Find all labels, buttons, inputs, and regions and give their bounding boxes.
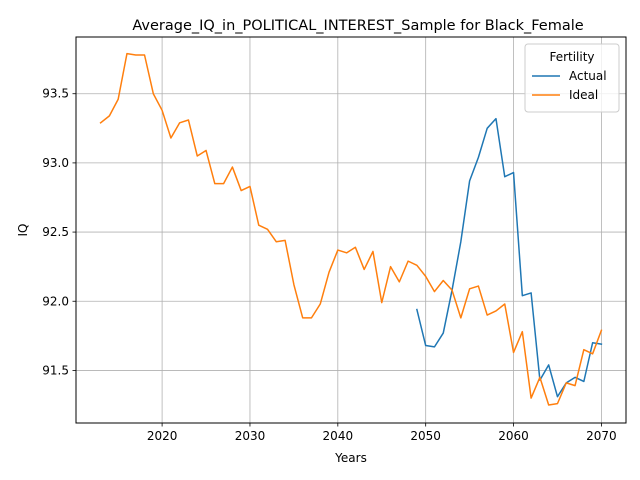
legend: Fertility Actual Ideal [524, 43, 620, 113]
x-tick-label: 2020 [147, 429, 178, 443]
plot-frame [75, 36, 627, 424]
legend-label-actual: Actual [569, 69, 607, 83]
legend-label-ideal: Ideal [569, 88, 598, 102]
legend-title: Fertility [549, 50, 594, 64]
x-tick-label: 2040 [323, 429, 354, 443]
y-tick-label: 91.5 [42, 363, 69, 377]
x-axis-label: Years [334, 451, 367, 465]
x-tick-label: 2050 [410, 429, 441, 443]
series-lines [99, 52, 603, 406]
y-tick-label: 92.5 [42, 225, 69, 239]
y-axis-label: IQ [16, 224, 30, 237]
x-tick-label: 2070 [586, 429, 617, 443]
chart-title: Average_IQ_in_POLITICAL_INTEREST_Sample … [132, 18, 583, 34]
y-tick-label: 92.0 [42, 294, 69, 308]
axis-ticks: 2020 2030 2040 2050 2060 2070 91.5 92.0 92.5 93.0… [42, 87, 616, 443]
series-line-actual [415, 117, 603, 398]
y-tick-label: 93.0 [42, 156, 69, 170]
y-tick-label: 93.5 [42, 87, 69, 101]
x-tick-label: 2060 [498, 429, 529, 443]
series-line-ideal [99, 52, 603, 406]
x-tick-label: 2030 [235, 429, 266, 443]
